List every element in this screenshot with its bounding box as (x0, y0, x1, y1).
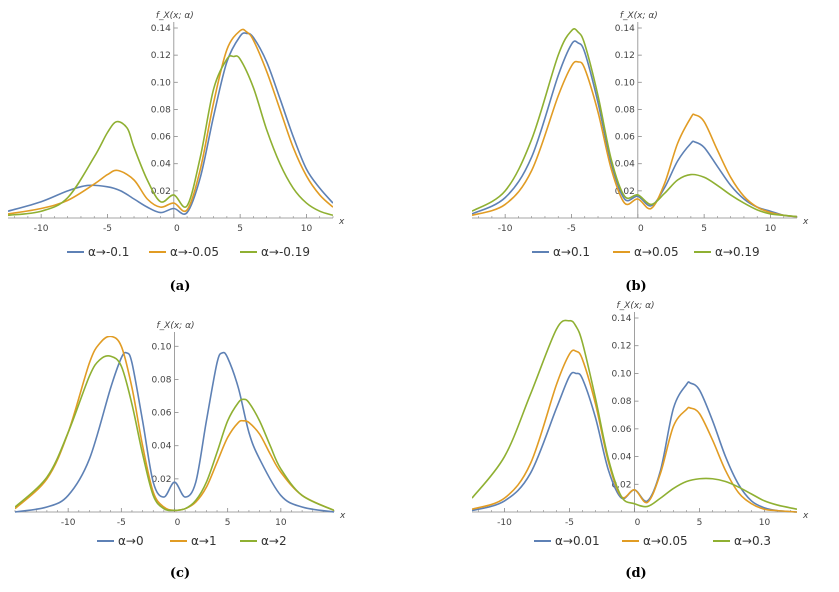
x-tick-label: 0 (638, 224, 644, 234)
legend-label: α→0.01 (555, 534, 600, 548)
series-line-1 (8, 32, 333, 215)
legend-item-2: α→0.05 (613, 245, 679, 259)
legend-item-1: α→0.1 (532, 245, 590, 259)
y-tick-label: 0.10 (615, 78, 635, 88)
y-tick-label: 0.04 (615, 160, 635, 170)
panel-caption: (a) (170, 279, 191, 294)
x-tick-label: -10 (34, 224, 49, 234)
x-axis-label: x (338, 217, 345, 227)
legend-label: α→0.3 (734, 534, 771, 548)
y-tick-label: 0.08 (615, 105, 635, 115)
y-axis-label: f_X(x; α) (617, 301, 655, 311)
x-axis-label: x (802, 217, 809, 227)
series-line-3 (15, 355, 334, 512)
legend-label: α→-0.19 (261, 245, 310, 259)
x-tick-label: -5 (565, 518, 574, 528)
x-tick-label: 5 (697, 518, 703, 528)
y-tick-label: 0.10 (151, 78, 171, 88)
x-tick-label: 5 (225, 518, 231, 528)
y-tick-label: 0.06 (151, 409, 171, 419)
y-tick-label: 0.06 (615, 133, 635, 143)
x-tick-label: 5 (701, 224, 707, 234)
y-tick-label: 0.02 (151, 475, 171, 485)
series-line-3 (472, 319, 797, 511)
y-tick-label: 0.08 (151, 105, 171, 115)
x-tick-label: -10 (497, 518, 512, 528)
series-line-3 (472, 28, 797, 218)
legend-item-3: α→-0.19 (240, 245, 310, 259)
legend-label: α→0.05 (634, 245, 679, 259)
legend-label: α→2 (261, 534, 287, 548)
y-tick-label: 0.02 (151, 187, 171, 197)
y-tick-label: 0.10 (611, 369, 631, 379)
legend-item-3: α→2 (240, 534, 287, 548)
y-tick-label: 0.12 (151, 51, 171, 61)
series-line-2 (472, 349, 797, 513)
legend-item-1: α→-0.1 (67, 245, 129, 259)
y-axis-label: f_X(x; α) (156, 11, 194, 21)
y-tick-label: 0.12 (611, 342, 631, 352)
y-tick-label: 0.04 (611, 453, 631, 463)
panel-b: -10 -5 0 5 10 0.02 0.04 0.06 0.08 0.10 0.12 0.14 f_X… (472, 11, 809, 294)
y-tick-label: 0.10 (151, 342, 171, 352)
x-tick-label: 10 (275, 518, 287, 528)
x-tick-label: 5 (237, 224, 243, 234)
x-tick-label: -10 (498, 224, 513, 234)
legend-label: α→0.19 (715, 245, 760, 259)
legend-label: α→-0.05 (170, 245, 219, 259)
y-tick-label: 0.08 (151, 375, 171, 385)
legend-item-1: α→0.01 (534, 534, 600, 548)
series-line-1 (15, 351, 334, 513)
x-tick-label: 0 (174, 224, 180, 234)
y-tick-label: 0.08 (611, 397, 631, 407)
series-line-2 (8, 28, 333, 215)
y-tick-label: 0.02 (611, 480, 631, 490)
legend-label: α→0.1 (553, 245, 590, 259)
x-axis-label: x (339, 511, 346, 521)
legend-label: α→0 (118, 534, 144, 548)
x-tick-label: 10 (301, 224, 313, 234)
x-tick-label: -5 (103, 224, 112, 234)
legend-item-3: α→0.3 (713, 534, 771, 548)
y-tick-label: 0.14 (615, 24, 635, 34)
y-tick-label: 0.04 (151, 160, 171, 170)
y-tick-label: 0.12 (615, 51, 635, 61)
y-tick-label: 0.02 (615, 187, 635, 197)
y-tick-label: 0.06 (151, 133, 171, 143)
x-tick-label: -5 (567, 224, 576, 234)
legend-label: α→1 (191, 534, 217, 548)
x-tick-label: 0 (635, 518, 641, 528)
panel-c: -10 -5 0 5 10 0.02 0.04 0.06 0.08 0.10 f_X(x; α) x α… (14, 321, 346, 581)
legend-item-2: α→-0.05 (149, 245, 219, 259)
panel-caption: (b) (625, 279, 646, 294)
x-tick-label: 10 (759, 518, 771, 528)
legend-label: α→-0.1 (88, 245, 129, 259)
panel-caption: (d) (625, 566, 646, 581)
y-tick-label: 0.14 (611, 314, 631, 324)
x-tick-label: -5 (117, 518, 126, 528)
legend-item-2: α→1 (170, 534, 217, 548)
panel-caption: (c) (170, 566, 190, 581)
panel-d: -10 -5 0 5 10 0.02 0.04 0.06 0.08 0.10 0.12 0.14 f_X… (472, 301, 809, 581)
x-axis-label: x (802, 511, 809, 521)
y-tick-label: 0.14 (151, 24, 171, 34)
legend-item-1: α→0 (97, 534, 144, 548)
legend-label: α→0.05 (643, 534, 688, 548)
x-tick-label: 0 (175, 518, 181, 528)
legend-item-3: α→0.19 (694, 245, 760, 259)
y-axis-label: f_X(x; α) (157, 321, 195, 331)
y-axis-label: f_X(x; α) (620, 11, 658, 21)
y-tick-label: 0.04 (151, 442, 171, 452)
x-tick-label: -10 (61, 518, 76, 528)
series-line-3 (8, 55, 333, 217)
y-tick-label: 0.06 (611, 425, 631, 435)
legend-item-2: α→0.05 (622, 534, 688, 548)
x-tick-label: 10 (765, 224, 777, 234)
panel-a: -10 -5 0 5 10 0.02 0.04 0.06 0.08 0.10 0.12 0.14 f_X… (8, 11, 345, 294)
